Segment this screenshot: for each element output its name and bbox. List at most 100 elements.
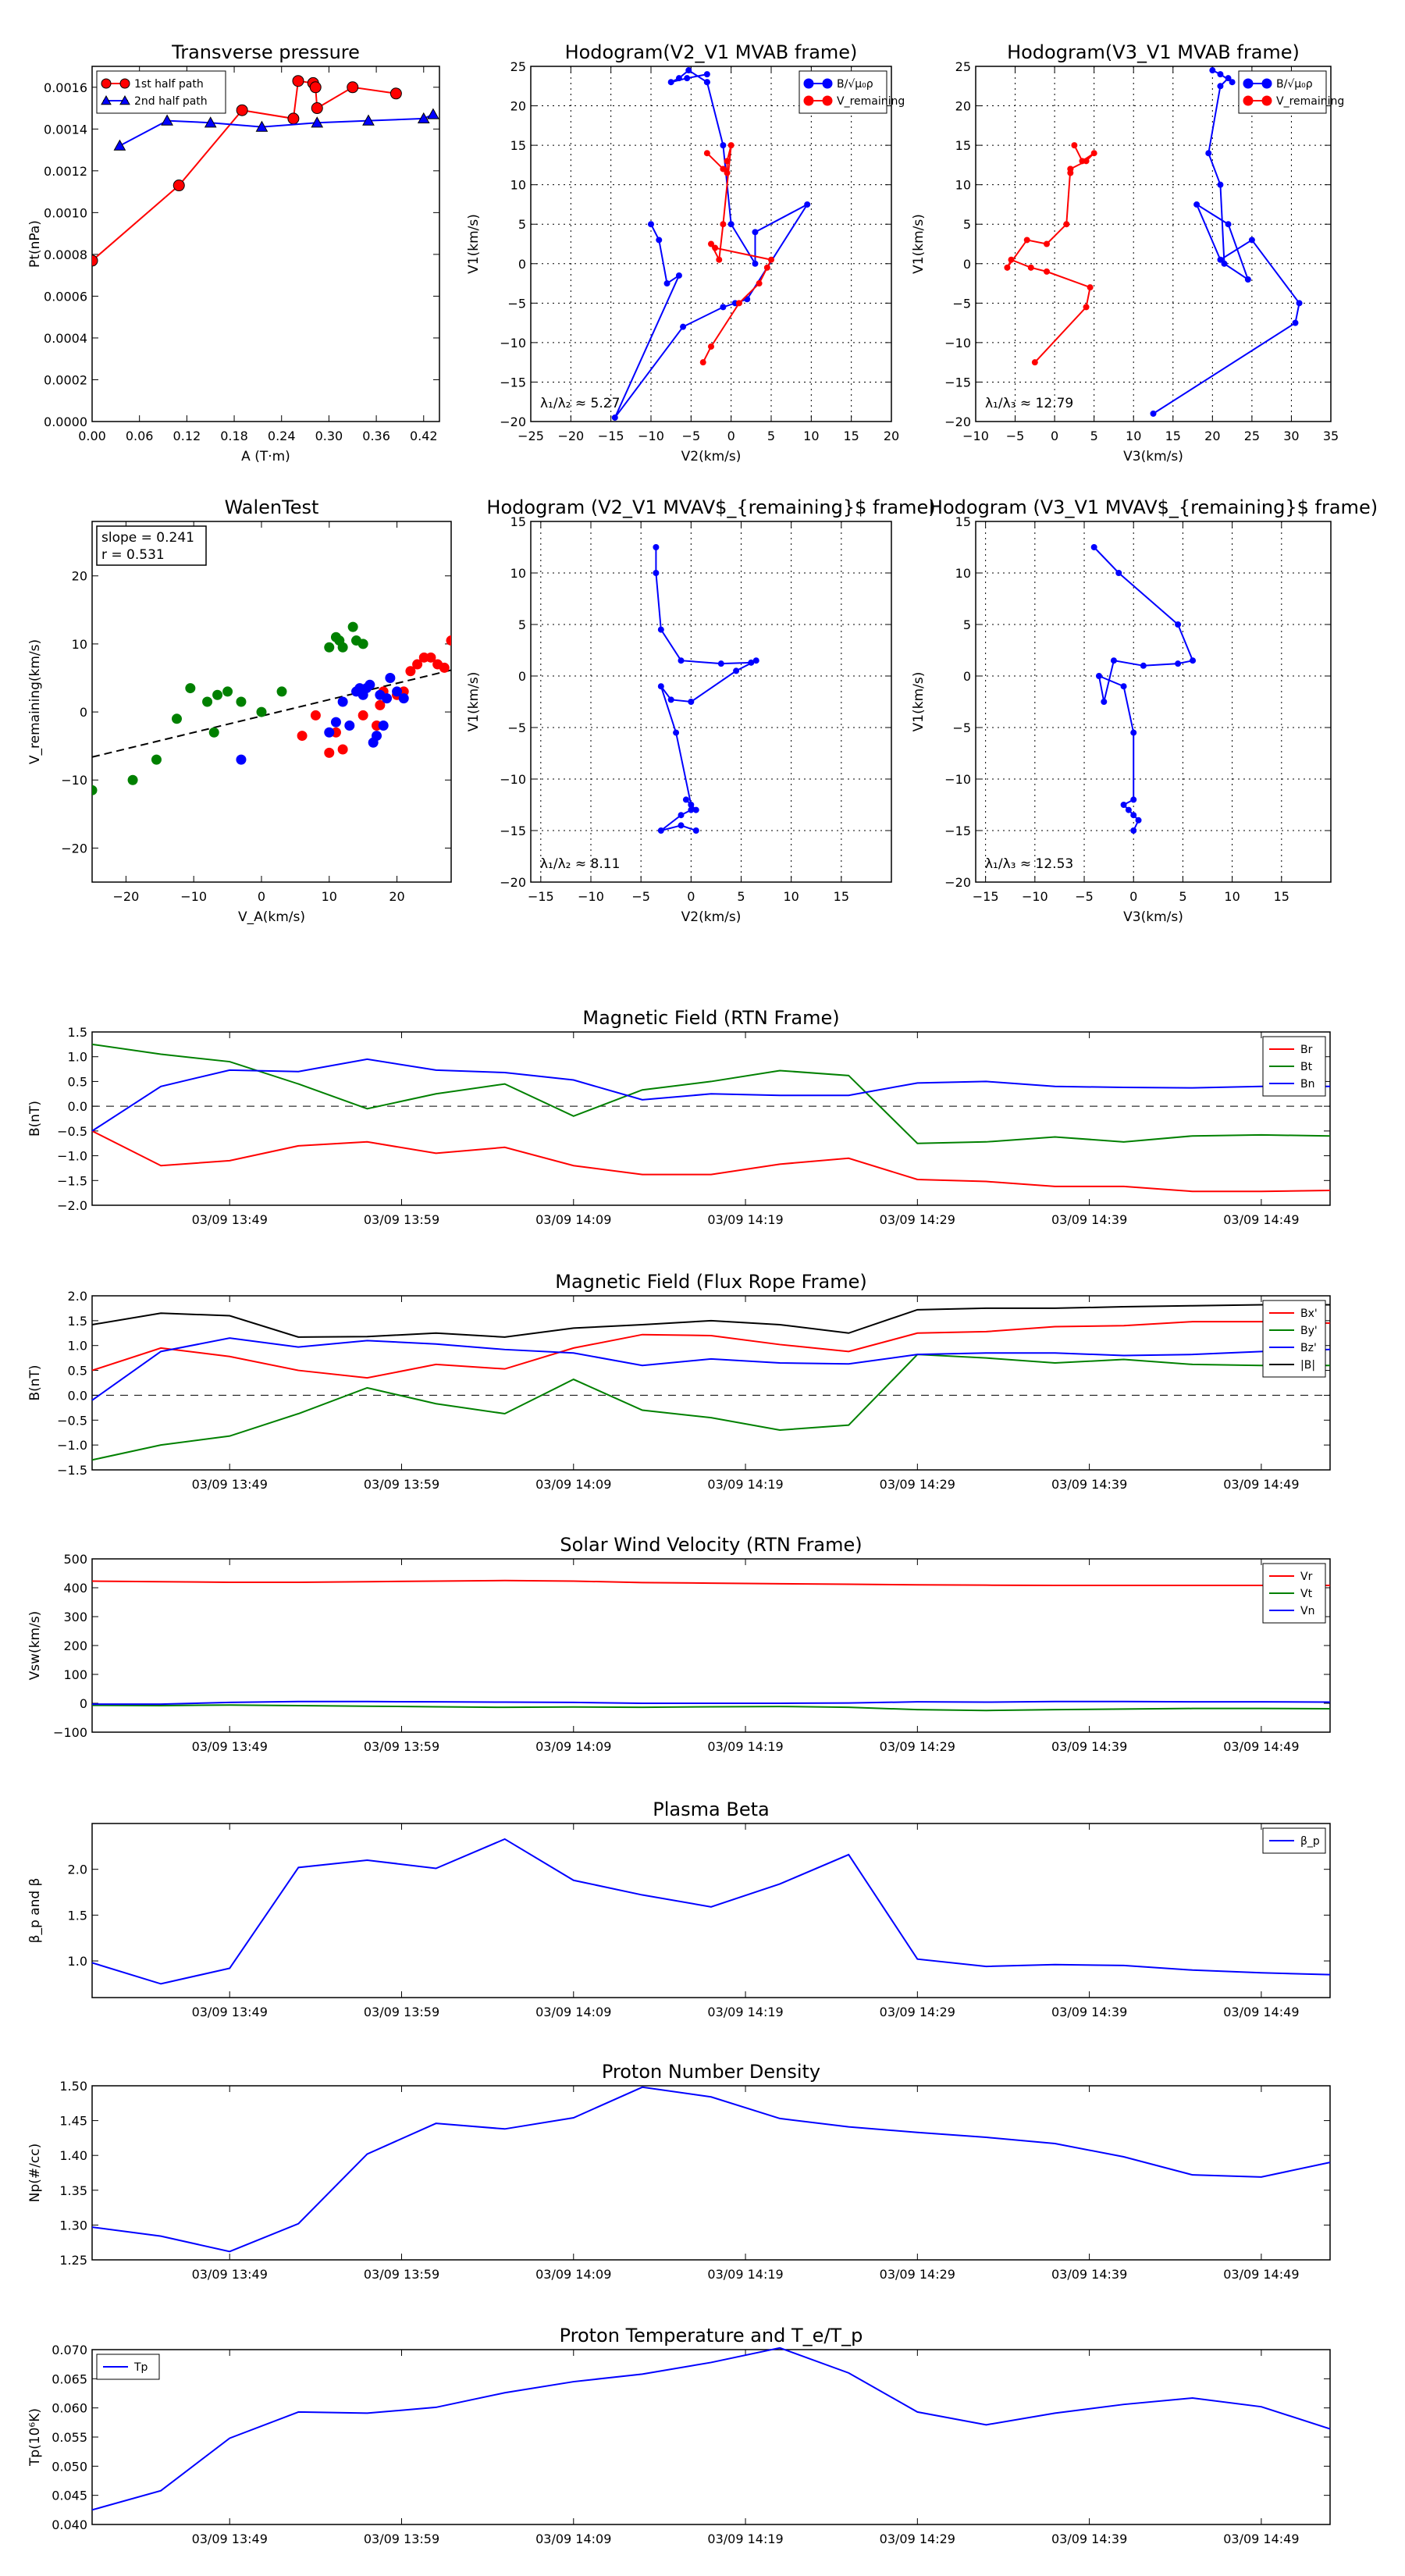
x-tick-label: 20 <box>884 429 899 443</box>
y-tick-label: 0.060 <box>52 2401 87 2416</box>
plot-area <box>92 621 451 795</box>
legend: Vr Vt Vn <box>1262 1563 1326 1624</box>
y-tick-label: 100 <box>63 1667 87 1682</box>
data-point <box>684 75 691 82</box>
data-point <box>822 78 833 89</box>
y-axis-label: Pt(nPa) <box>27 220 43 268</box>
data-point <box>1248 237 1255 244</box>
data-point <box>1221 260 1228 267</box>
x-tick-label: 03/09 14:49 <box>1223 1477 1299 1492</box>
data-point <box>648 221 654 228</box>
data-point <box>324 642 335 653</box>
y-tick-label: 1.30 <box>59 2218 87 2233</box>
data-point <box>703 150 710 157</box>
x-tick-label: 03/09 13:59 <box>364 1477 439 1492</box>
x-tick-label: 10 <box>1224 889 1240 904</box>
y-axis-label: Tp(10⁶K) <box>27 2408 43 2467</box>
y-tick-label: 1.5 <box>68 1908 87 1923</box>
data-point <box>720 165 727 173</box>
x-tick-label: 0.06 <box>126 429 154 443</box>
data-point <box>1292 319 1299 326</box>
y-tick-label: 0 <box>80 705 87 720</box>
chart-h2: Hodogram(V3_V1 MVAB frame) −20 −15 −10 −5 0 5 1… <box>911 41 1344 464</box>
x-tick-label: −10 <box>578 889 604 904</box>
series-B/√μ₀ρ <box>611 67 811 421</box>
x-axis-label: V3(km/s) <box>1123 909 1183 925</box>
data-point <box>311 116 324 128</box>
data-point <box>724 158 731 165</box>
data-point <box>1140 662 1147 669</box>
data-point <box>822 95 833 106</box>
series-green <box>92 621 368 795</box>
data-point <box>378 720 389 731</box>
series-line <box>1090 544 1197 834</box>
series-line <box>655 547 757 831</box>
y-axis-label: V1(km/s) <box>911 214 927 274</box>
data-point <box>171 713 182 724</box>
y-tick-label: 0.0004 <box>44 331 87 346</box>
data-point <box>236 104 248 116</box>
y-tick-label: 0.050 <box>52 2459 87 2474</box>
legend-label: Vn <box>1300 1605 1314 1617</box>
data-point <box>446 635 451 646</box>
chart-title: Hodogram(V2_V1 MVAB frame) <box>565 41 858 63</box>
data-point <box>1217 256 1224 263</box>
data-point <box>324 727 335 738</box>
y-tick-label: 25 <box>510 59 526 74</box>
data-point <box>1243 78 1254 89</box>
y-tick-label: −5 <box>507 296 526 311</box>
x-tick-label: 03/09 14:09 <box>535 1477 611 1492</box>
y-axis-label: Np(#/cc) <box>27 2144 43 2202</box>
data-point <box>389 87 402 100</box>
x-tick-label: 03/09 14:49 <box>1223 1739 1299 1754</box>
data-point <box>708 240 714 247</box>
chart-beta: Plasma Beta 1.0 1.5 2.0 03/09 13:49 03/09 13:… <box>27 1799 1331 2019</box>
data-point <box>733 667 740 674</box>
data-point <box>708 343 714 350</box>
fit-line <box>92 669 451 758</box>
data-point <box>1090 150 1097 157</box>
y-tick-label: 5 <box>518 217 526 232</box>
x-tick-label: −20 <box>557 429 584 443</box>
plot-frame <box>91 66 440 422</box>
data-point <box>720 304 727 311</box>
y-tick-label: 0.040 <box>52 2517 87 2532</box>
y-tick-label: −20 <box>500 415 526 429</box>
x-tick-label: 15 <box>1165 429 1181 443</box>
y-axis-label: B(nT) <box>27 1364 43 1400</box>
y-tick-label: 1.5 <box>68 1025 87 1040</box>
legend-label: Bt <box>1300 1061 1313 1073</box>
x-tick-label: 03/09 14:39 <box>1051 2532 1127 2546</box>
x-axis-label: V2(km/s) <box>681 449 742 464</box>
x-tick-label: 0.00 <box>78 429 106 443</box>
y-tick-label: 0.0010 <box>44 205 87 220</box>
data-point <box>1229 79 1236 86</box>
data-point <box>427 108 439 119</box>
x-axis-label: V3(km/s) <box>1123 449 1183 464</box>
x-tick-label: 0 <box>258 889 265 904</box>
x-tick-label: 03/09 14:19 <box>707 2267 783 2282</box>
data-point <box>803 95 814 106</box>
x-tick-label: 03/09 14:39 <box>1051 2267 1127 2282</box>
data-point <box>1087 284 1094 291</box>
y-tick-label: 0 <box>518 257 526 272</box>
y-tick-label: −15 <box>944 375 971 390</box>
x-tick-label: 03/09 14:19 <box>707 1739 783 1754</box>
y-tick-label: −5 <box>507 720 526 735</box>
series-Vt <box>91 1704 1331 1712</box>
data-point <box>151 754 162 765</box>
y-tick-label: −15 <box>500 375 526 390</box>
data-point <box>688 699 695 705</box>
x-tick-label: 0.42 <box>410 429 438 443</box>
data-point <box>653 570 660 576</box>
legend-label: |B| <box>1300 1359 1315 1372</box>
x-tick-label: 5 <box>1090 429 1098 443</box>
data-point <box>1190 657 1197 664</box>
data-point <box>1083 158 1090 165</box>
chart-title: Solar Wind Velocity (RTN Frame) <box>560 1534 862 1556</box>
data-point <box>297 731 308 742</box>
data-point <box>1225 221 1232 228</box>
x-tick-label: 15 <box>1274 889 1289 904</box>
plot-area <box>1090 544 1197 834</box>
